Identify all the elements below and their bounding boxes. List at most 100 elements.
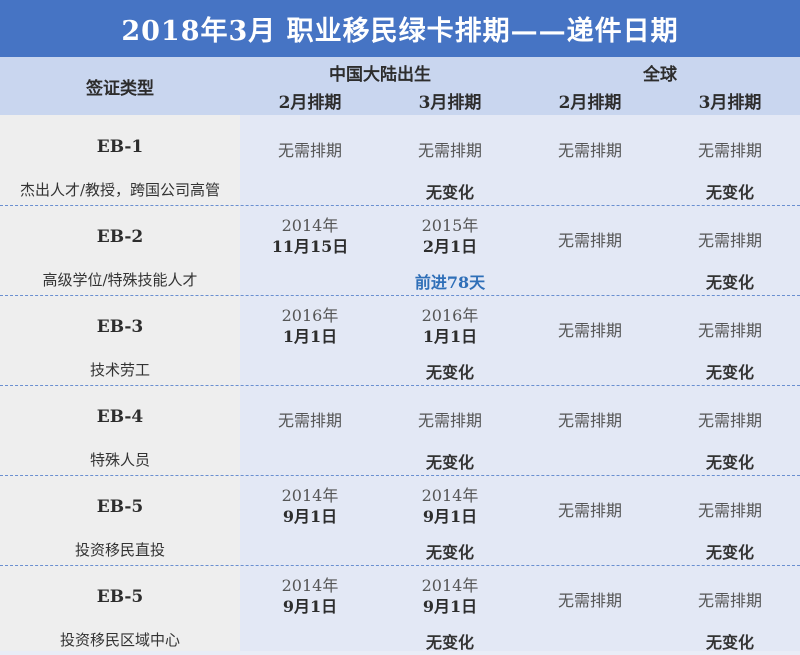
china-change-note: 无变化: [425, 633, 474, 652]
china-change-note: 前进78天: [414, 273, 486, 292]
header-global: 全球: [643, 64, 677, 85]
cell-global-mar: 无需排期: [660, 587, 800, 611]
cell-china-feb: 2014年 9月1日: [240, 485, 380, 527]
china-change-note: 无变化: [425, 363, 474, 382]
cell-line-1: 2014年: [421, 486, 479, 505]
category-description: 技术劳工: [89, 361, 150, 379]
page-title: 2018年3月 职业移民绿卡排期——递件日期: [0, 0, 800, 57]
table-row: EB-3 技术劳工 2016年 1月1日 2016年 1月1日 无需排期 无需排期无变化 无变化: [0, 295, 800, 386]
cell-global-feb: 无需排期: [520, 317, 660, 341]
cell-global-mar: 无需排期: [660, 317, 800, 341]
table-row: EB-2 高级学位/特殊技能人才 2014年 11月15日 2015年 2月1日 无需排期无…: [0, 205, 800, 296]
cell-line-1: 无需排期: [417, 411, 482, 430]
global-change-note: 无变化: [705, 183, 754, 202]
cell-line-1: 无需排期: [557, 501, 622, 520]
category-column-bg: [0, 115, 240, 651]
cell-china-feb: 无需排期: [240, 137, 380, 161]
cell-line-1: 无需排期: [697, 231, 762, 250]
cell-line-2: 9月1日: [422, 507, 478, 526]
cell-line-1: 无需排期: [697, 141, 762, 160]
category-code: EB-5: [96, 587, 144, 607]
cell-line-2: 9月1日: [282, 507, 338, 526]
row-divider: [0, 295, 800, 296]
row-divider: [0, 205, 800, 206]
table-row: EB-1 杰出人才/教授，跨国公司高管 无需排期 无需排期 无需排期 无需排期无变化 无变化: [0, 115, 800, 206]
cell-global-feb: 无需排期: [520, 137, 660, 161]
cell-line-2: 2月1日: [422, 237, 478, 256]
cell-china-feb: 2014年 11月15日: [240, 215, 380, 257]
table-header: 签证类型 中国大陆出生 全球 2月排期 3月排期 2月排期 3月排期: [0, 57, 800, 115]
global-change-note: 无变化: [705, 453, 754, 472]
cell-line-1: 2016年: [421, 306, 479, 325]
cell-line-1: 无需排期: [557, 231, 622, 250]
cell-line-1: 无需排期: [557, 411, 622, 430]
cell-line-2: 9月1日: [282, 597, 338, 616]
cell-china-mar: 2014年 9月1日: [380, 575, 520, 617]
cell-global-feb: 无需排期: [520, 497, 660, 521]
category-description: 高级学位/特殊技能人才: [42, 271, 198, 289]
cell-global-feb: 无需排期: [520, 227, 660, 251]
row-divider: [0, 565, 800, 566]
cell-global-mar: 无需排期: [660, 227, 800, 251]
cell-china-mar: 2015年 2月1日: [380, 215, 520, 257]
global-change-note: 无变化: [705, 633, 754, 652]
cell-line-1: 2014年: [281, 486, 339, 505]
category-code: EB-3: [96, 317, 144, 337]
cell-line-2: 1月1日: [282, 327, 338, 346]
cell-global-feb: 无需排期: [520, 407, 660, 431]
cell-line-1: 无需排期: [697, 591, 762, 610]
global-change-note: 无变化: [705, 363, 754, 382]
cell-line-2: 1月1日: [422, 327, 478, 346]
cell-line-1: 2014年: [281, 216, 339, 235]
cell-china-mar: 2016年 1月1日: [380, 305, 520, 347]
cell-line-1: 无需排期: [697, 411, 762, 430]
header-china-mar: 3月排期: [418, 92, 482, 113]
cell-china-mar: 无需排期: [380, 137, 520, 161]
cell-china-feb: 2014年 9月1日: [240, 575, 380, 617]
cell-global-feb: 无需排期: [520, 587, 660, 611]
cell-global-mar: 无需排期: [660, 407, 800, 431]
cell-line-1: 2015年: [421, 216, 479, 235]
category-description: 特殊人员: [89, 451, 150, 469]
header-visa-type: 签证类型: [86, 78, 154, 99]
header-china-feb: 2月排期: [278, 92, 342, 113]
table-row: EB-5 投资移民区域中心 2014年 9月1日 2014年 9月1日 无需排期 无需排期无变…: [0, 565, 800, 655]
category-code: EB-1: [96, 137, 144, 157]
cell-line-1: 2014年: [281, 576, 339, 595]
cell-line-1: 无需排期: [697, 501, 762, 520]
cell-line-1: 无需排期: [697, 321, 762, 340]
cell-global-mar: 无需排期: [660, 137, 800, 161]
category-code: EB-2: [96, 227, 144, 247]
header-china: 中国大陆出生: [329, 64, 431, 85]
cell-china-feb: 无需排期: [240, 407, 380, 431]
cell-line-1: 无需排期: [557, 141, 622, 160]
china-change-note: 无变化: [425, 543, 474, 562]
values-column-bg: [240, 115, 800, 651]
cell-line-2: 11月15日: [271, 237, 349, 256]
category-description: 投资移民直投: [74, 541, 165, 559]
cell-line-1: 无需排期: [277, 411, 342, 430]
cell-line-2: 9月1日: [422, 597, 478, 616]
category-code: EB-4: [96, 407, 144, 427]
category-description: 杰出人才/教授，跨国公司高管: [19, 181, 221, 199]
cell-line-1: 无需排期: [417, 141, 482, 160]
cell-line-1: 2016年: [281, 306, 339, 325]
china-change-note: 无变化: [425, 183, 474, 202]
cell-line-1: 2014年: [421, 576, 479, 595]
category-description: 投资移民区域中心: [59, 631, 180, 649]
row-divider: [0, 475, 800, 476]
table-row: EB-5 投资移民直投 2014年 9月1日 2014年 9月1日 无需排期 无需排期无变化 无…: [0, 475, 800, 566]
global-change-note: 无变化: [705, 543, 754, 562]
cell-line-1: 无需排期: [277, 141, 342, 160]
table-row: EB-4 特殊人员 无需排期 无需排期 无需排期 无需排期无变化 无变化: [0, 385, 800, 476]
china-change-note: 无变化: [425, 453, 474, 472]
cell-line-1: 无需排期: [557, 321, 622, 340]
global-change-note: 无变化: [705, 273, 754, 292]
cell-china-feb: 2016年 1月1日: [240, 305, 380, 347]
cell-china-mar: 无需排期: [380, 407, 520, 431]
category-code: EB-5: [96, 497, 144, 517]
cell-china-mar: 2014年 9月1日: [380, 485, 520, 527]
cell-line-1: 无需排期: [557, 591, 622, 610]
header-global-mar: 3月排期: [698, 92, 762, 113]
